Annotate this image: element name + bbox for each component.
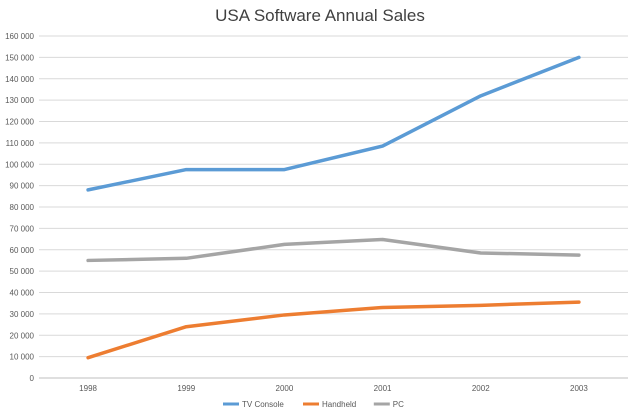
- y-tick-label: 60 000: [10, 246, 35, 255]
- legend-label: Handheld: [322, 400, 356, 409]
- x-tick-label: 2000: [276, 384, 294, 393]
- y-tick-label: 20 000: [10, 331, 35, 340]
- y-tick-label: 160 000: [5, 32, 34, 41]
- x-tick-label: 2001: [374, 384, 392, 393]
- y-tick-label: 150 000: [5, 53, 34, 62]
- series-line-tv-console: [86, 55, 581, 192]
- y-tick-label: 90 000: [10, 182, 35, 191]
- legend-label: PC: [393, 400, 404, 409]
- series-line-pc: [86, 237, 581, 263]
- y-tick-label: 10 000: [10, 353, 35, 362]
- x-tick-label: 1999: [177, 384, 195, 393]
- y-tick-label: 120 000: [5, 118, 34, 127]
- x-tick-label: 2003: [570, 384, 588, 393]
- x-tick-label: 1998: [79, 384, 97, 393]
- y-tick-label: 50 000: [10, 267, 35, 276]
- y-tick-label: 80 000: [10, 203, 35, 212]
- y-tick-label: 130 000: [5, 96, 34, 105]
- y-tick-label: 140 000: [5, 75, 34, 84]
- y-tick-label: 40 000: [10, 289, 35, 298]
- y-tick-label: 0: [30, 374, 35, 383]
- y-tick-label: 110 000: [6, 139, 35, 148]
- series-line-handheld: [86, 300, 581, 360]
- y-tick-label: 100 000: [5, 160, 34, 169]
- legend-label: TV Console: [242, 400, 284, 409]
- y-tick-label: 30 000: [10, 310, 35, 319]
- chart-title: USA Software Annual Sales: [215, 6, 425, 25]
- x-tick-label: 2002: [472, 384, 490, 393]
- y-tick-label: 70 000: [10, 224, 35, 233]
